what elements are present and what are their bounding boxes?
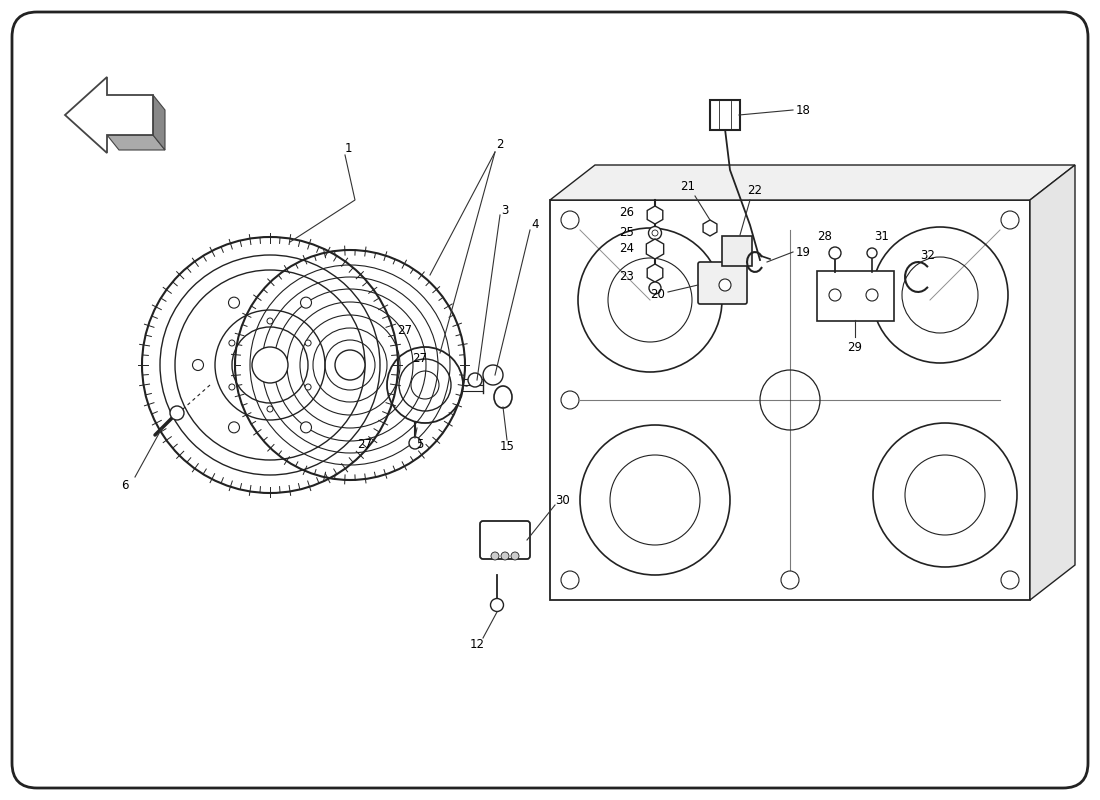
Text: 3: 3 [502,203,508,217]
FancyBboxPatch shape [710,100,740,130]
Circle shape [491,552,499,560]
Text: 2: 2 [496,138,504,151]
Circle shape [500,552,509,560]
Text: 12: 12 [470,638,484,651]
Polygon shape [647,206,663,224]
Circle shape [170,406,184,420]
Polygon shape [647,264,663,282]
Polygon shape [550,200,1030,600]
Text: 20: 20 [650,289,666,302]
Text: 32: 32 [921,249,935,262]
Text: 26: 26 [619,206,635,219]
Polygon shape [550,165,1075,200]
Polygon shape [65,77,153,153]
Circle shape [866,289,878,301]
FancyBboxPatch shape [480,521,530,559]
Circle shape [829,247,842,259]
Text: 1: 1 [344,142,352,154]
Circle shape [229,384,235,390]
Circle shape [512,552,519,560]
Text: 24: 24 [619,242,635,255]
Circle shape [229,422,240,433]
Circle shape [781,571,799,589]
Circle shape [300,297,311,308]
Circle shape [305,384,311,390]
Circle shape [652,230,658,236]
Circle shape [336,350,365,380]
FancyBboxPatch shape [817,271,894,321]
Text: 30: 30 [556,494,571,506]
Circle shape [561,391,579,409]
Circle shape [229,297,240,308]
Circle shape [1001,571,1019,589]
Text: 27: 27 [397,323,412,337]
Text: 27: 27 [358,438,373,451]
Circle shape [491,598,504,611]
Text: 28: 28 [817,230,833,243]
Polygon shape [647,239,663,259]
Polygon shape [703,220,717,236]
Text: 4: 4 [531,218,539,231]
Circle shape [192,359,204,370]
Text: 5: 5 [416,438,424,451]
Text: 27: 27 [412,351,428,365]
Polygon shape [153,95,165,150]
Polygon shape [107,135,165,150]
Text: 22: 22 [748,183,762,197]
Text: 29: 29 [847,341,862,354]
Circle shape [267,318,273,324]
Text: 18: 18 [795,103,811,117]
Circle shape [719,279,732,291]
FancyBboxPatch shape [12,12,1088,788]
Circle shape [649,226,661,239]
Text: a passion for detail... since 1985: a passion for detail... since 1985 [426,616,674,674]
Circle shape [267,406,273,412]
Text: 19: 19 [795,246,811,258]
Circle shape [649,282,661,294]
Text: 6: 6 [121,478,129,491]
Circle shape [409,437,421,449]
Text: eurospares: eurospares [111,355,729,605]
Circle shape [468,373,482,387]
Circle shape [300,422,311,433]
Text: 25: 25 [619,226,635,239]
Text: 21: 21 [681,179,695,193]
Circle shape [252,347,288,383]
Text: 31: 31 [874,230,890,243]
Circle shape [229,340,235,346]
Circle shape [337,359,348,370]
Circle shape [561,211,579,229]
Polygon shape [1030,165,1075,600]
Text: 15: 15 [499,441,515,454]
Circle shape [305,340,311,346]
FancyBboxPatch shape [698,262,747,304]
Circle shape [1001,211,1019,229]
Circle shape [867,248,877,258]
Circle shape [561,571,579,589]
Text: 23: 23 [619,270,635,283]
Circle shape [483,365,503,385]
FancyBboxPatch shape [722,236,752,266]
Circle shape [829,289,842,301]
